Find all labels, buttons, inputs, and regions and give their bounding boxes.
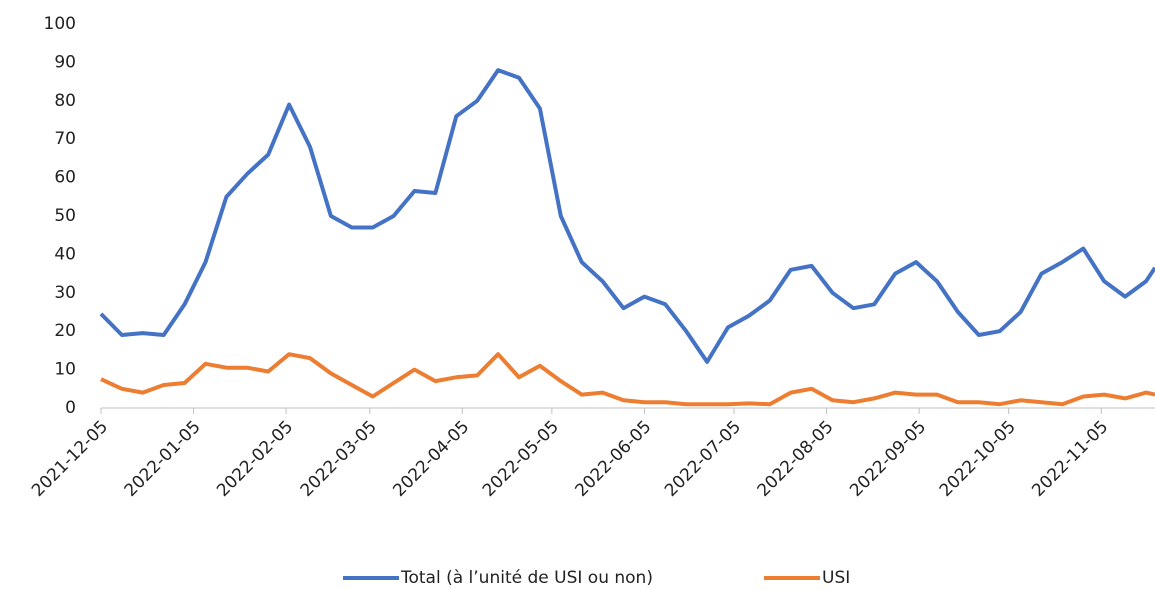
x-tick-label: 2021-12-05 [28, 417, 112, 501]
x-tick-label: 2022-11-05 [1028, 417, 1112, 501]
x-tick-label: 2022-05-05 [479, 417, 563, 501]
x-tick-label: 2022-01-05 [121, 417, 205, 501]
y-tick-label: 40 [54, 244, 76, 264]
y-tick-label: 80 [54, 91, 76, 111]
y-tick-label: 90 [54, 52, 76, 72]
legend-label: Total (à l’unité de USI ou non) [400, 568, 653, 588]
x-tick-label: 2022-04-05 [389, 417, 473, 501]
x-tick-label: 2022-06-05 [571, 417, 655, 501]
y-tick-label: 50 [54, 206, 76, 226]
y-tick-label: 70 [54, 129, 76, 149]
series-line [99, 68, 1155, 364]
x-tick-label: 2022-09-05 [846, 417, 930, 501]
y-tick-label: 30 [54, 283, 76, 303]
y-tick-label: 0 [65, 398, 76, 418]
x-tick-label: 2022-08-05 [754, 417, 838, 501]
y-tick-label: 10 [54, 360, 76, 380]
y-tick-label: 60 [54, 168, 76, 188]
x-tick-label: 2022-10-05 [936, 417, 1020, 501]
legend-label: USI [822, 568, 850, 588]
x-tick-label: 2022-03-05 [297, 417, 381, 501]
series-line [100, 352, 1155, 407]
y-tick-label: 20 [54, 321, 76, 341]
x-tick-label: 2022-02-05 [213, 417, 297, 501]
y-tick-label: 100 [44, 14, 76, 34]
x-tick-label: 2022-07-05 [661, 417, 745, 501]
